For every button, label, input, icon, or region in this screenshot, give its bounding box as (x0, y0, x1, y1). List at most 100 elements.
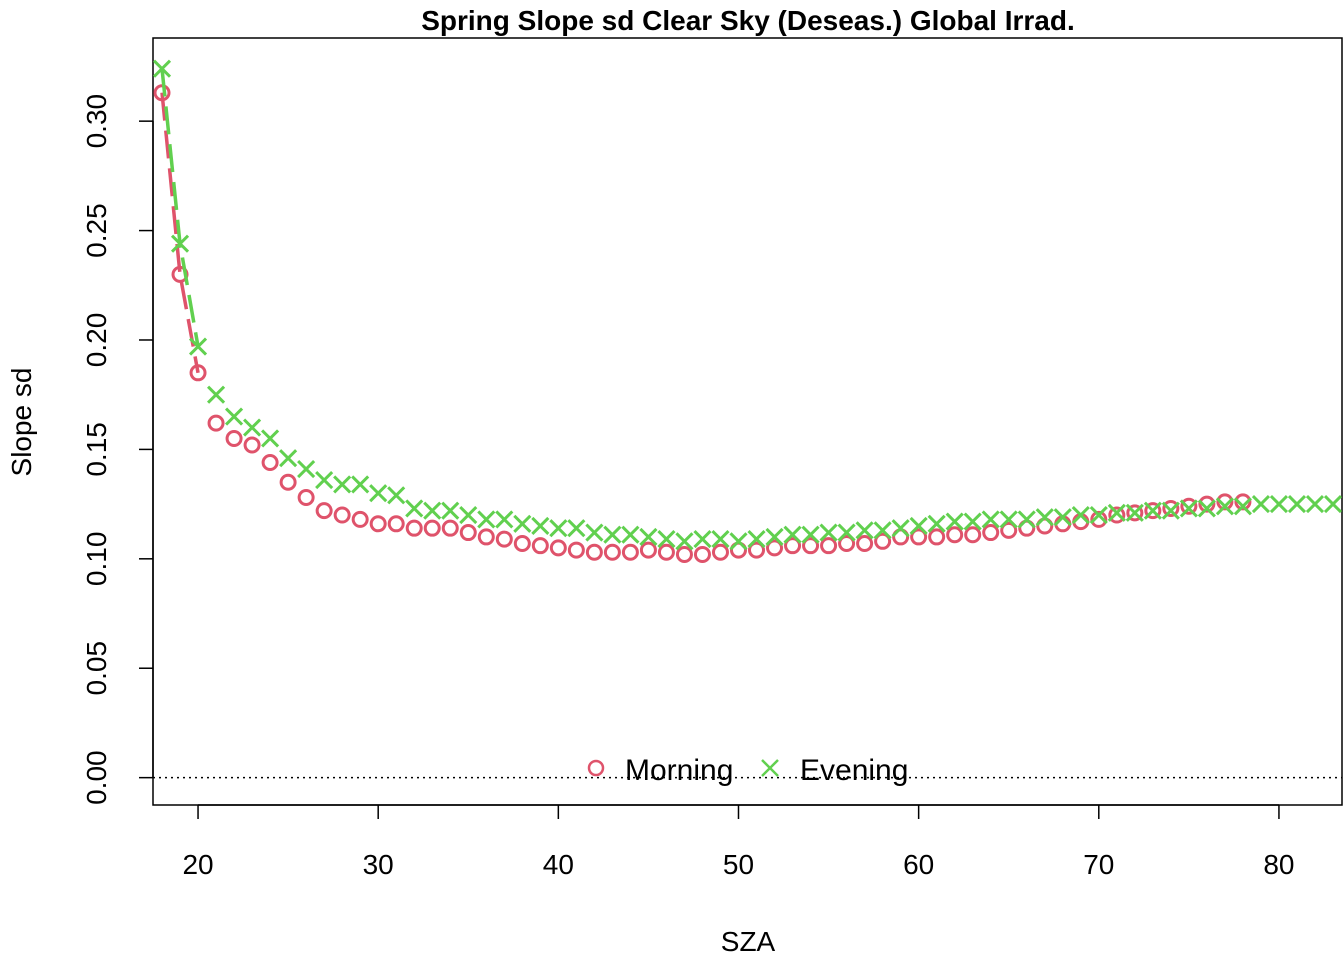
data-point-evening (297, 460, 316, 479)
data-point-evening (675, 532, 694, 551)
x-tick-label: 80 (1263, 849, 1294, 880)
data-point-evening (567, 519, 586, 538)
data-point-evening (945, 512, 964, 531)
data-point-morning (1180, 497, 1198, 515)
y-axis: 0.00 0.05 0.10 0.15 0.20 0.25 0.30 (81, 94, 154, 805)
data-point-evening (783, 525, 802, 544)
x-axis: 20 30 40 50 60 70 80 (182, 804, 1295, 880)
x-tick-label: 30 (363, 849, 394, 880)
data-point-evening (206, 385, 226, 404)
data-point-morning (964, 526, 982, 544)
data-point-morning (621, 543, 639, 561)
data-point-morning (1234, 493, 1252, 511)
data-point-evening (999, 510, 1018, 529)
data-point-evening (423, 501, 442, 520)
data-point-morning (928, 528, 946, 546)
x-tick-label: 20 (182, 849, 213, 880)
legend-evening-label: Evening (800, 754, 908, 787)
data-point-morning (982, 524, 1000, 542)
data-point-morning (297, 489, 315, 507)
data-point-morning (261, 454, 279, 472)
y-tick-label: 0.00 (81, 750, 112, 805)
data-point-morning (315, 502, 333, 520)
data-point-morning (441, 519, 459, 537)
data-point-morning (243, 436, 261, 454)
data-point-evening (963, 512, 982, 531)
data-point-evening (188, 337, 208, 356)
legend-morning-label: Morning (625, 754, 733, 787)
data-point-morning (693, 545, 711, 563)
data-point-morning (225, 429, 243, 447)
data-point-evening (243, 418, 262, 437)
data-point-evening (315, 470, 334, 490)
data-point-morning (1198, 495, 1216, 513)
data-point-morning (495, 530, 513, 548)
chart-title: Spring Slope sd Clear Sky (Deseas.) Glob… (421, 5, 1075, 36)
data-point-morning (423, 519, 441, 537)
data-point-evening (152, 59, 172, 78)
data-point-evening (261, 429, 280, 448)
data-point-evening (873, 521, 892, 540)
data-point-morning (1108, 506, 1126, 524)
legend: Morning Evening (587, 754, 908, 787)
data-point-evening (603, 525, 622, 544)
data-point-evening (693, 530, 712, 549)
data-point-evening (170, 234, 190, 253)
data-point-evening (639, 527, 658, 546)
data-point-morning (838, 534, 856, 552)
data-point-morning (874, 532, 892, 550)
data-point-morning (802, 537, 820, 555)
data-point-morning (675, 545, 693, 563)
data-point-morning (189, 364, 207, 382)
data-point-morning (1090, 510, 1108, 528)
y-tick-label: 0.15 (81, 422, 112, 477)
data-point-evening (1179, 499, 1198, 518)
data-point-morning (531, 537, 549, 555)
data-point-evening (1035, 508, 1054, 527)
x-tick-label: 70 (1083, 849, 1114, 880)
data-point-evening (1125, 503, 1144, 522)
data-point-evening (225, 407, 244, 426)
data-point-evening (747, 530, 766, 549)
data-point-evening (1323, 495, 1343, 514)
data-point-morning (405, 519, 423, 537)
legend-evening-marker (761, 759, 779, 777)
data-point-evening (891, 519, 910, 538)
data-point-morning (784, 537, 802, 555)
data-point-morning (333, 506, 351, 524)
plot-frame (152, 37, 1343, 806)
data-point-evening (1143, 501, 1162, 520)
data-point-morning (279, 473, 297, 491)
data-point-evening (387, 486, 406, 505)
data-point-evening (585, 523, 604, 542)
data-point-evening (927, 514, 946, 533)
data-point-morning (459, 524, 477, 542)
data-point-morning (1144, 502, 1162, 520)
y-tick-label: 0.30 (81, 94, 112, 148)
data-point-morning (766, 539, 784, 557)
data-point-morning (1000, 521, 1018, 539)
data-point-morning (1162, 499, 1180, 517)
data-point-evening (369, 484, 388, 503)
data-point-morning (910, 528, 928, 546)
series-evening (152, 59, 1343, 551)
data-point-evening (1305, 495, 1325, 514)
data-point-morning (1216, 493, 1234, 511)
data-point-evening (1017, 510, 1036, 529)
data-point-evening (729, 532, 748, 551)
data-point-morning (946, 526, 964, 544)
data-point-evening (477, 510, 496, 529)
data-point-morning (1126, 504, 1144, 522)
data-point-evening (1233, 497, 1252, 516)
data-point-evening (351, 475, 370, 494)
data-point-morning (549, 539, 567, 557)
data-point-evening (513, 514, 532, 533)
data-point-morning (567, 541, 585, 559)
data-point-evening (1197, 499, 1216, 518)
data-point-morning (748, 541, 766, 559)
data-point-evening (819, 523, 838, 542)
x-axis-label: SZA (721, 926, 776, 957)
data-point-evening (1251, 495, 1270, 514)
data-point-evening (459, 505, 478, 525)
